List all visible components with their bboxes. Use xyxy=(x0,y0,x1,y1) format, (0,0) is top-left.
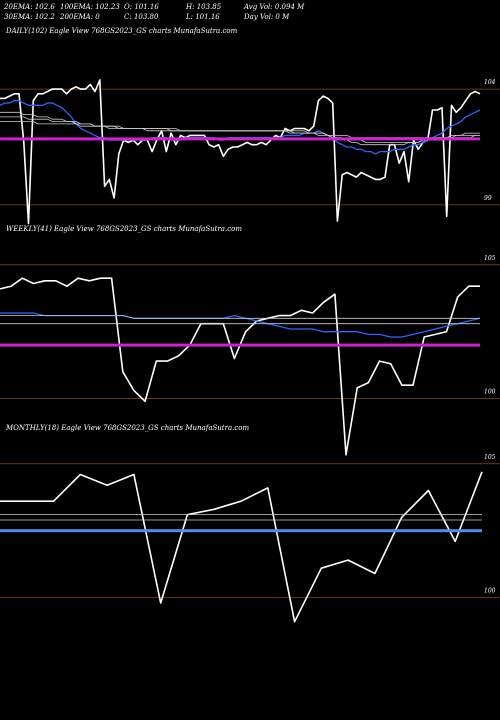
weekly-series-ema-fast xyxy=(0,312,481,338)
weekly-series-ema-slow-1 xyxy=(0,315,480,319)
stats-row-2: 30EMA: 102.2 200EMA: 0 C: 103.80 L: 101.… xyxy=(4,12,304,22)
weekly-series-price xyxy=(0,277,480,456)
weekly-tick-label-1: 100 xyxy=(484,389,496,396)
open-stat: O: 101.16 xyxy=(124,3,159,11)
daily-series-ema-slow-3 xyxy=(0,121,480,139)
daily-tick-label-1: 99 xyxy=(484,195,492,202)
monthly-panel-label: MONTHLY(18) Eagle View 768GS2023_GS char… xyxy=(6,424,250,432)
weekly-panel-label: WEEKLY(41) Eagle View 768GS2023_GS chart… xyxy=(6,225,242,233)
day-vol-stat: Day Vol: 0 M xyxy=(244,13,290,21)
monthly-level-line-0 xyxy=(0,529,482,533)
low-stat: L: 101.16 xyxy=(186,13,220,21)
daily-tick-label-0: 104 xyxy=(484,79,496,86)
ema30-stat: 30EMA: 102.2 xyxy=(4,13,55,21)
high-stat: H: 103.85 xyxy=(186,3,222,11)
weekly-level-line-0 xyxy=(0,343,480,347)
daily-series-price xyxy=(0,79,481,225)
monthly-series-price xyxy=(0,471,483,623)
ema100-stat: 100EMA: 102.23 xyxy=(60,3,120,11)
ema20-stat: 20EMA: 102.6 xyxy=(4,3,55,11)
close-stat: C: 103.80 xyxy=(124,13,159,21)
indicator-stats: 20EMA: 102.6 100EMA: 102.23 O: 101.16 H:… xyxy=(4,2,304,22)
weekly-tick-label-0: 105 xyxy=(484,255,496,262)
avg-vol-stat: Avg Vol: 0.094 M xyxy=(244,3,305,11)
ema200-stat: 200EMA: 0 xyxy=(60,13,100,21)
monthly-tick-label-1: 100 xyxy=(484,588,496,595)
stats-row-1: 20EMA: 102.6 100EMA: 102.23 O: 101.16 H:… xyxy=(4,2,304,12)
daily-level-line-0 xyxy=(0,137,480,141)
daily-panel-label: DAILY(102) Eagle View 768GS2023_GS chart… xyxy=(6,27,238,35)
monthly-tick-label-0: 105 xyxy=(484,454,496,461)
